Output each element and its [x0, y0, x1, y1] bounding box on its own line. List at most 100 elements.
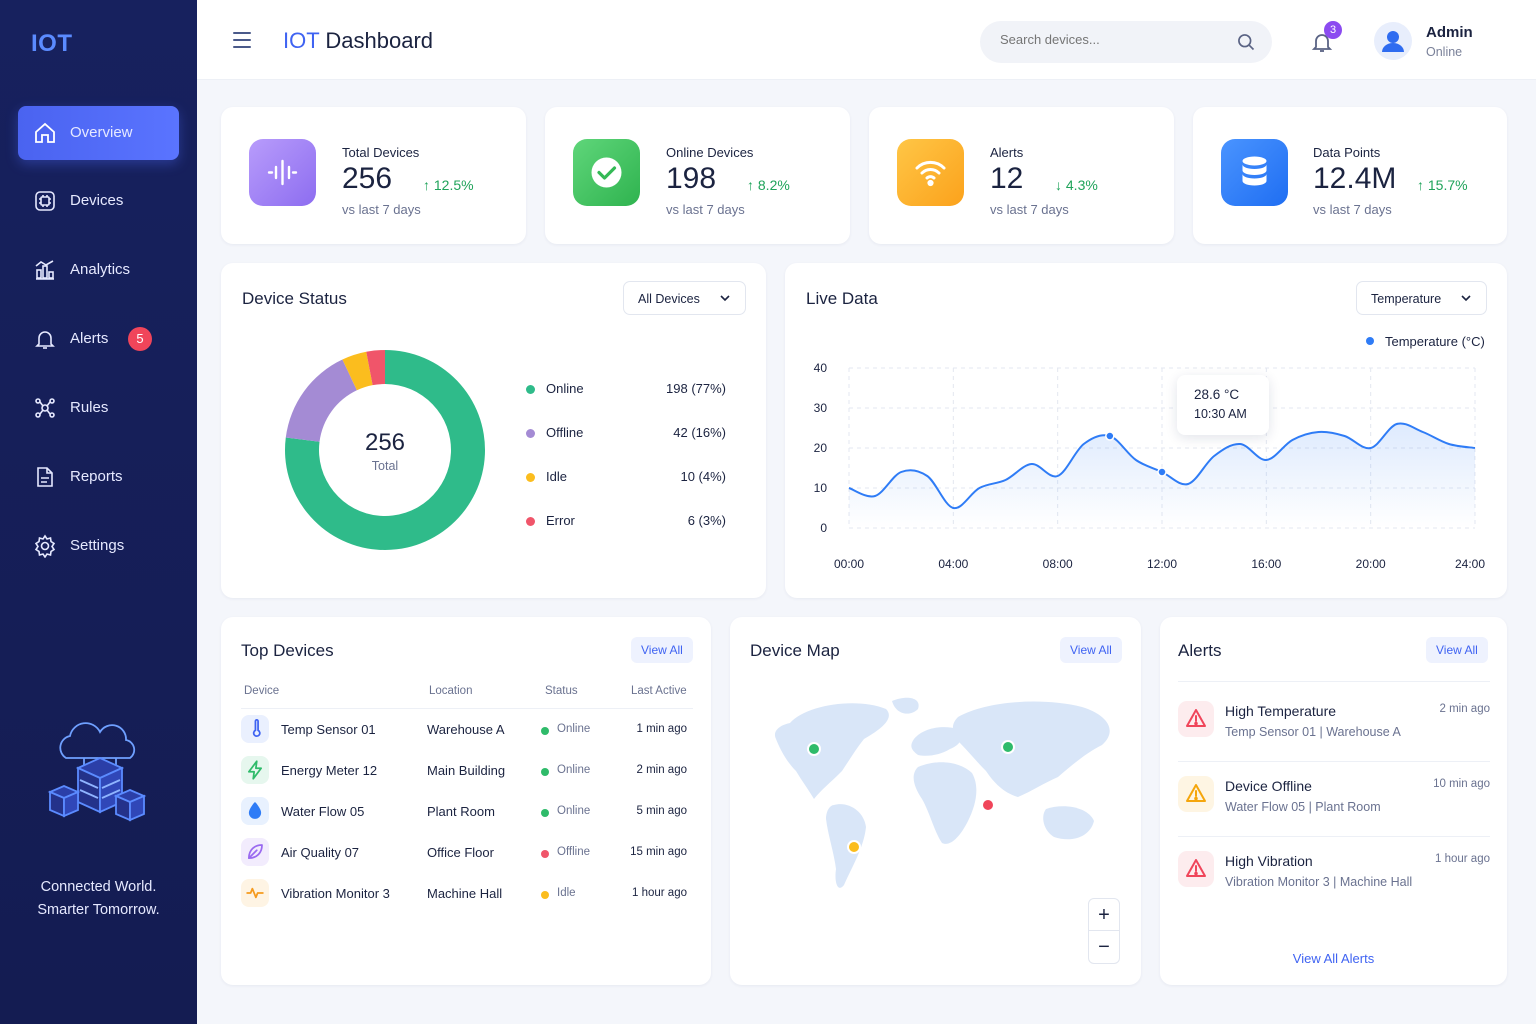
sidebar-item-reports[interactable]: Reports	[18, 450, 179, 504]
sidebar-item-alerts[interactable]: Alerts 5	[18, 312, 179, 366]
sidebar-tagline: Connected World. Smarter Tomorrow.	[0, 876, 197, 922]
zoom-in-button[interactable]: +	[1089, 899, 1119, 931]
view-all-alerts-button[interactable]: View All	[1426, 637, 1488, 663]
device-name[interactable]: Temp Sensor 01	[281, 722, 376, 737]
device-map-card: Device Map View All + −	[730, 617, 1141, 985]
x-tick-label: 12:00	[1147, 557, 1177, 571]
y-tick-label: 30	[814, 401, 828, 415]
card-title: Top Devices	[241, 641, 334, 660]
search-input[interactable]	[1000, 32, 1230, 47]
search-icon[interactable]	[1236, 32, 1256, 52]
alerts-card: Alerts View All High Temperature Temp Sen…	[1160, 617, 1507, 985]
table-row[interactable]: Temp Sensor 01 Warehouse A Online 1 min ago	[241, 709, 693, 750]
europe-shape	[911, 727, 962, 756]
stat-title: Online Devices	[666, 145, 754, 160]
pulse-icon	[241, 879, 269, 907]
stat-change-value: 4.3%	[1065, 177, 1098, 193]
live-data-chart[interactable]: 0 10 20 30 40 00:00 04:00 08:00 12:00 16:00 20:00 2…	[785, 323, 1507, 598]
column-header-device[interactable]: Device	[244, 685, 280, 697]
card-title: Live Data	[806, 289, 878, 308]
user-status: Online	[1426, 45, 1463, 59]
chevron-down-icon	[720, 295, 730, 302]
stat-subtitle: vs last 7 days	[342, 202, 421, 217]
view-all-alerts-link[interactable]: View All Alerts	[1292, 951, 1375, 966]
arrow-down-icon: ↓	[1055, 177, 1066, 193]
stat-card-alerts[interactable]: Alerts 12 ↓ 4.3% vs last 7 days	[869, 107, 1174, 244]
sidebar-item-analytics[interactable]: Analytics	[18, 243, 179, 297]
menu-toggle-icon[interactable]	[233, 32, 251, 48]
sidebar-item-settings[interactable]: Settings	[18, 519, 179, 573]
sidebar-item-overview[interactable]: Overview	[18, 106, 179, 160]
stat-card-total-devices[interactable]: Total Devices 256 ↑ 12.5% vs last 7 days	[221, 107, 526, 244]
zoom-out-button[interactable]: −	[1098, 936, 1110, 958]
column-header-status[interactable]: Status	[545, 685, 578, 697]
device-status: Online	[557, 805, 591, 817]
map-marker-online[interactable]	[1001, 740, 1015, 754]
thermometer-icon	[241, 715, 269, 743]
metric-dropdown[interactable]: Temperature	[1356, 281, 1487, 315]
stat-change-value: 8.2%	[757, 177, 790, 193]
device-name[interactable]: Vibration Monitor 3	[281, 886, 390, 901]
donut-segment-online[interactable]	[285, 350, 485, 550]
x-tick-label: 20:00	[1356, 557, 1386, 571]
table-row[interactable]: Vibration Monitor 3 Machine Hall Idle 1 hou…	[241, 873, 693, 914]
device-name[interactable]: Air Quality 07	[281, 845, 360, 860]
notification-count-badge: 3	[1324, 21, 1342, 39]
table-row[interactable]: Energy Meter 12 Main Building Online 2 min …	[241, 750, 693, 791]
tagline-line-2: Smarter Tomorrow.	[37, 902, 160, 918]
user-name[interactable]: Admin	[1426, 24, 1473, 41]
alert-item[interactable]: High Temperature Temp Sensor 01 | Warehou…	[1178, 699, 1490, 765]
alerts-header-divider	[1178, 681, 1490, 682]
map-marker-idle[interactable]	[847, 840, 861, 854]
stat-change-value: 12.5%	[433, 177, 474, 193]
sidebar-item-devices[interactable]: Devices	[18, 174, 179, 228]
warning-triangle-icon	[1178, 851, 1214, 887]
data-point[interactable]	[1157, 467, 1167, 477]
north-america-shape	[774, 703, 889, 799]
stat-title: Total Devices	[342, 145, 420, 160]
view-all-devices-button[interactable]: View All	[631, 637, 693, 663]
map-marker-error[interactable]	[981, 798, 995, 812]
alert-item[interactable]: High Vibration Vibration Monitor 3 | Mach…	[1178, 849, 1490, 915]
app-logo[interactable]: IOT	[31, 30, 73, 57]
device-location: Main Building	[427, 763, 506, 778]
column-header-location[interactable]: Location	[429, 685, 473, 697]
stat-subtitle: vs last 7 days	[990, 202, 1069, 217]
wifi-icon	[897, 139, 964, 206]
stat-change: ↑ 12.5%	[423, 177, 474, 193]
device-filter-dropdown[interactable]: All Devices	[623, 281, 746, 315]
legend-dot	[526, 385, 535, 394]
user-avatar[interactable]	[1374, 22, 1412, 60]
stat-change: ↑ 8.2%	[747, 177, 790, 193]
legend-dot	[526, 429, 535, 438]
stat-card-data-points[interactable]: Data Points 12.4M ↑ 15.7% vs last 7 days	[1193, 107, 1507, 244]
map-marker-online[interactable]	[807, 742, 821, 756]
y-tick-label: 10	[814, 481, 828, 495]
stat-subtitle: vs last 7 days	[1313, 202, 1392, 217]
alert-divider	[1178, 836, 1490, 837]
status-dot	[541, 727, 549, 735]
droplet-icon	[241, 797, 269, 825]
table-row[interactable]: Water Flow 05 Plant Room Online 5 min ago	[241, 791, 693, 832]
donut-total-label: Total	[371, 459, 399, 473]
data-point[interactable]	[1105, 431, 1115, 441]
chevron-down-icon	[1461, 295, 1471, 302]
donut-segment-error[interactable]	[366, 350, 385, 386]
sidebar-item-rules[interactable]: Rules	[18, 381, 179, 435]
donut-segment-offline[interactable]	[285, 359, 357, 442]
device-name[interactable]: Water Flow 05	[281, 804, 365, 819]
gear-icon	[34, 534, 56, 558]
table-row[interactable]: Air Quality 07 Office Floor Offline 15 min …	[241, 832, 693, 873]
arrow-up-icon: ↑	[423, 177, 434, 193]
alert-item[interactable]: Device Offline Water Flow 05 | Plant Room…	[1178, 774, 1490, 840]
device-name[interactable]: Energy Meter 12	[281, 763, 378, 778]
column-header-last-active[interactable]: Last Active	[631, 685, 687, 697]
device-status-donut	[285, 350, 485, 550]
notifications-bell-icon[interactable]	[1310, 30, 1334, 54]
legend-value: 42 (16%)	[673, 425, 726, 440]
donut-segment-idle[interactable]	[342, 351, 373, 391]
stat-card-online-devices[interactable]: Online Devices 198 ↑ 8.2% vs last 7 days	[545, 107, 850, 244]
view-all-map-button[interactable]: View All	[1060, 637, 1122, 663]
tagline-line-1: Connected World.	[40, 879, 157, 895]
world-map[interactable]	[746, 687, 1126, 907]
